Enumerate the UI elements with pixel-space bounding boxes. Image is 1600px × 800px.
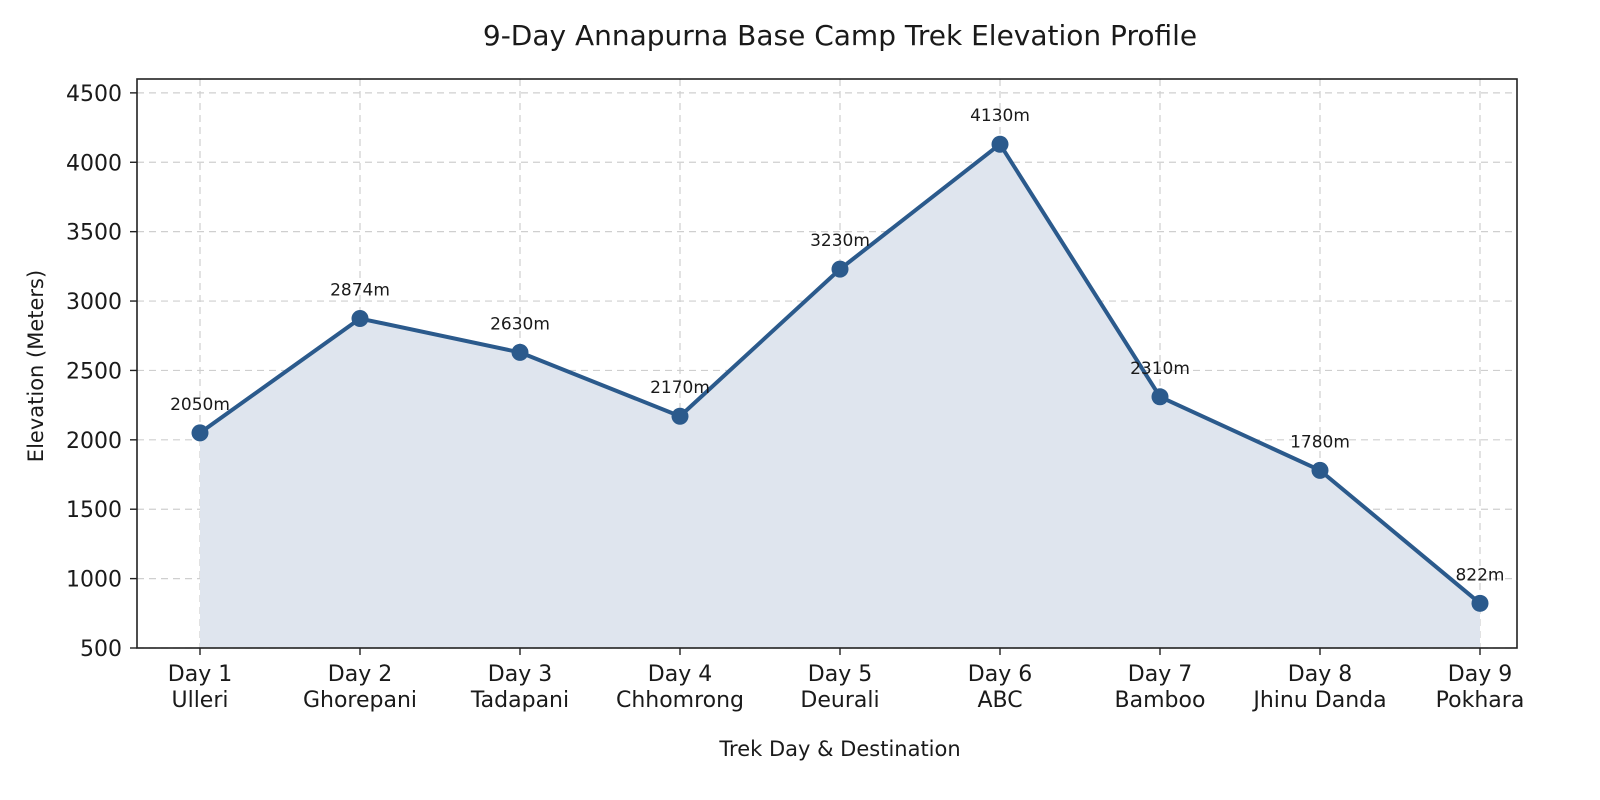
x-tick-label: Day 6 ABC <box>968 662 1032 713</box>
x-tick-label: Day 2 Ghorepani <box>303 662 417 713</box>
data-point <box>1311 461 1329 479</box>
plot-frame <box>136 78 1518 649</box>
data-label: 2310m <box>1130 359 1190 379</box>
data-label: 2050m <box>170 395 230 415</box>
x-tick-label: Day 4 Chhomrong <box>616 662 744 713</box>
x-tick-label: Day 7 Bamboo <box>1115 662 1206 713</box>
y-tick-label: 3500 <box>66 221 122 246</box>
area-fill <box>200 144 1480 649</box>
x-axis-label: Trek Day & Destination <box>718 737 960 761</box>
data-label: 1780m <box>1290 432 1350 452</box>
data-point <box>191 424 209 442</box>
data-points <box>191 135 1489 612</box>
data-point <box>351 310 369 328</box>
x-tick-label: Day 3 Tadapani <box>470 662 569 713</box>
y-tick-label: 3000 <box>66 290 122 315</box>
data-point <box>1471 594 1489 612</box>
data-point <box>511 343 529 361</box>
x-axis-ticks: Day 1 Ulleri Day 2 Ghorepani Day 3 Tadapani Da… <box>168 648 1525 713</box>
data-label: 4130m <box>970 106 1030 126</box>
chart-title: 9-Day Annapurna Base Camp Trek Elevation… <box>483 19 1197 52</box>
data-point <box>991 135 1009 153</box>
plot-border <box>136 78 1518 649</box>
y-tick-label: 2000 <box>66 429 122 454</box>
data-point <box>831 260 849 278</box>
y-tick-label: 2500 <box>66 359 122 384</box>
y-axis-label: Elevation (Meters) <box>24 270 48 462</box>
y-tick-label: 1500 <box>66 498 122 523</box>
area-under-line <box>200 144 1480 649</box>
x-tick-label: Day 1 Ulleri <box>168 662 232 713</box>
y-tick-label: 4500 <box>66 82 122 107</box>
data-point <box>1151 388 1169 406</box>
data-point <box>671 407 689 425</box>
y-tick-label: 1000 <box>66 568 122 593</box>
y-tick-label: 4000 <box>66 151 122 176</box>
data-label: 2630m <box>490 314 550 334</box>
data-label: 2874m <box>330 281 390 301</box>
y-axis-ticks: 500 1000 1500 2000 2500 3000 3500 4000 4500 <box>66 82 137 662</box>
x-tick-label: Day 5 Deurali <box>800 662 879 713</box>
data-label: 822m <box>1455 565 1504 585</box>
data-labels: 2050m 2874m 2630m 2170m 3230m 4130m 2310m 1780m… <box>170 106 1504 585</box>
x-tick-label: Day 8 Jhinu Danda <box>1251 662 1386 713</box>
y-tick-label: 500 <box>80 637 122 662</box>
x-tick-label: Day 9 Pokhara <box>1436 662 1525 713</box>
data-label: 3230m <box>810 231 870 251</box>
data-label: 2170m <box>650 378 710 398</box>
